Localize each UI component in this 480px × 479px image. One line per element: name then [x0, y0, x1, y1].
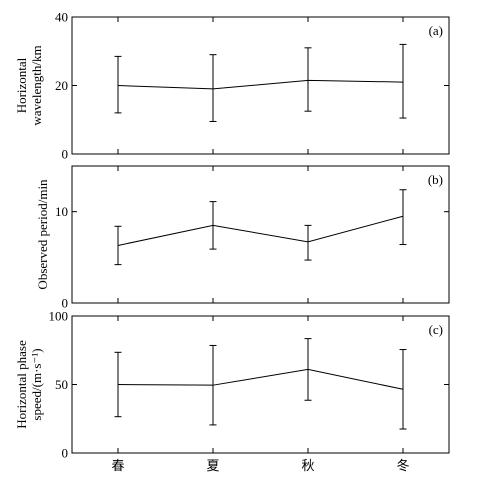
- panel-label: (c): [429, 322, 443, 337]
- y-tick-label: 100: [49, 309, 69, 324]
- x-category-label: 春: [111, 459, 124, 474]
- y-tick-label: 0: [62, 147, 69, 162]
- y-axis-label: Horizontal phase: [14, 340, 29, 429]
- y-axis-label: Horizontal: [14, 57, 29, 113]
- x-category-label: 冬: [396, 458, 409, 474]
- x-category-label: 秋: [301, 459, 314, 474]
- series-line: [117, 368, 404, 390]
- y-axis-label: speed/(m·s⁻¹): [29, 348, 44, 420]
- panel-label: (a): [429, 23, 443, 38]
- y-tick-label: 0: [62, 296, 69, 311]
- y-tick-label: 40: [55, 10, 68, 25]
- y-axis-label: Observed period/min: [35, 179, 50, 290]
- series-line: [117, 215, 404, 246]
- panel-label: (b): [428, 172, 443, 187]
- x-category-label: 夏: [206, 459, 219, 474]
- series-line: [117, 79, 404, 90]
- plot-frame: [71, 165, 450, 304]
- y-tick-label: 0: [62, 446, 69, 461]
- panel-2: 0 10 (b) Observed period/min: [35, 165, 450, 311]
- panel-1: 0 20 40 (a) Horizontal wavelength/km: [14, 10, 450, 162]
- y-tick-label: 50: [55, 377, 68, 392]
- y-axis-label: wavelength/km: [29, 45, 44, 125]
- y-tick-label: 10: [55, 204, 68, 219]
- panel-3: 0 50 100 (c) Horizontal phase speed/(m·s⁻¹): [14, 309, 450, 461]
- y-tick-label: 20: [55, 78, 68, 93]
